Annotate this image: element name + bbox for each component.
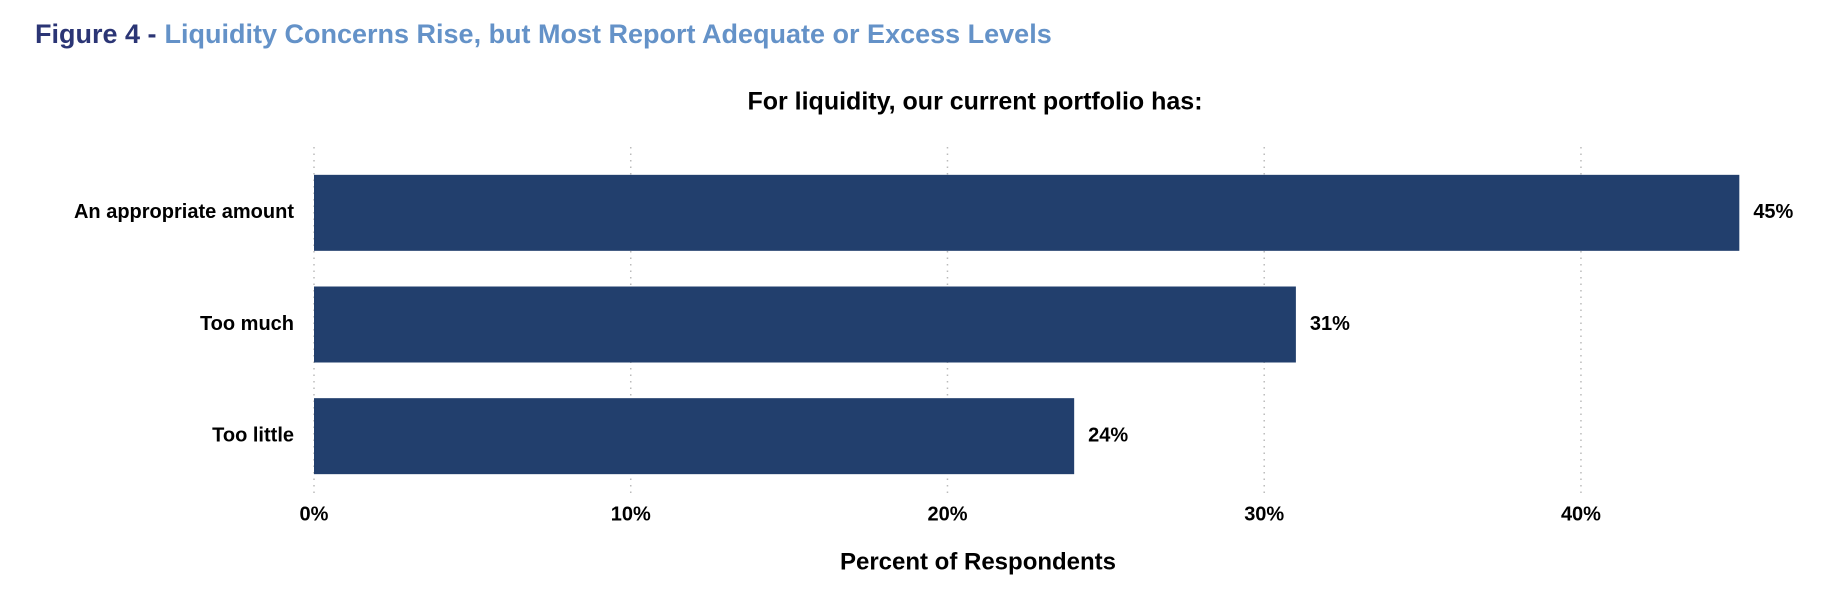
value-label: 45% xyxy=(1753,201,1793,223)
value-label: 24% xyxy=(1088,424,1128,446)
x-tick-label: 30% xyxy=(1244,503,1284,525)
chart-subtitle: For liquidity, our current portfolio has… xyxy=(747,88,1202,116)
x-tick-label: 20% xyxy=(927,503,967,525)
figure-label: Figure 4 - xyxy=(35,19,157,49)
y-tick-label: An appropriate amount xyxy=(74,201,294,223)
y-tick-label: Too much xyxy=(200,313,294,335)
x-tick-label: 0% xyxy=(300,503,329,525)
bar xyxy=(314,286,1296,363)
value-label: 31% xyxy=(1310,313,1350,335)
x-tick-label: 10% xyxy=(611,503,651,525)
x-axis-title: Percent of Respondents xyxy=(840,548,1116,575)
y-tick-label: Too little xyxy=(212,424,294,446)
x-tick-label: 40% xyxy=(1561,503,1601,525)
bar xyxy=(314,398,1075,475)
bar xyxy=(314,174,1740,251)
chart-title: Liquidity Concerns Rise, but Most Report… xyxy=(165,19,1052,49)
